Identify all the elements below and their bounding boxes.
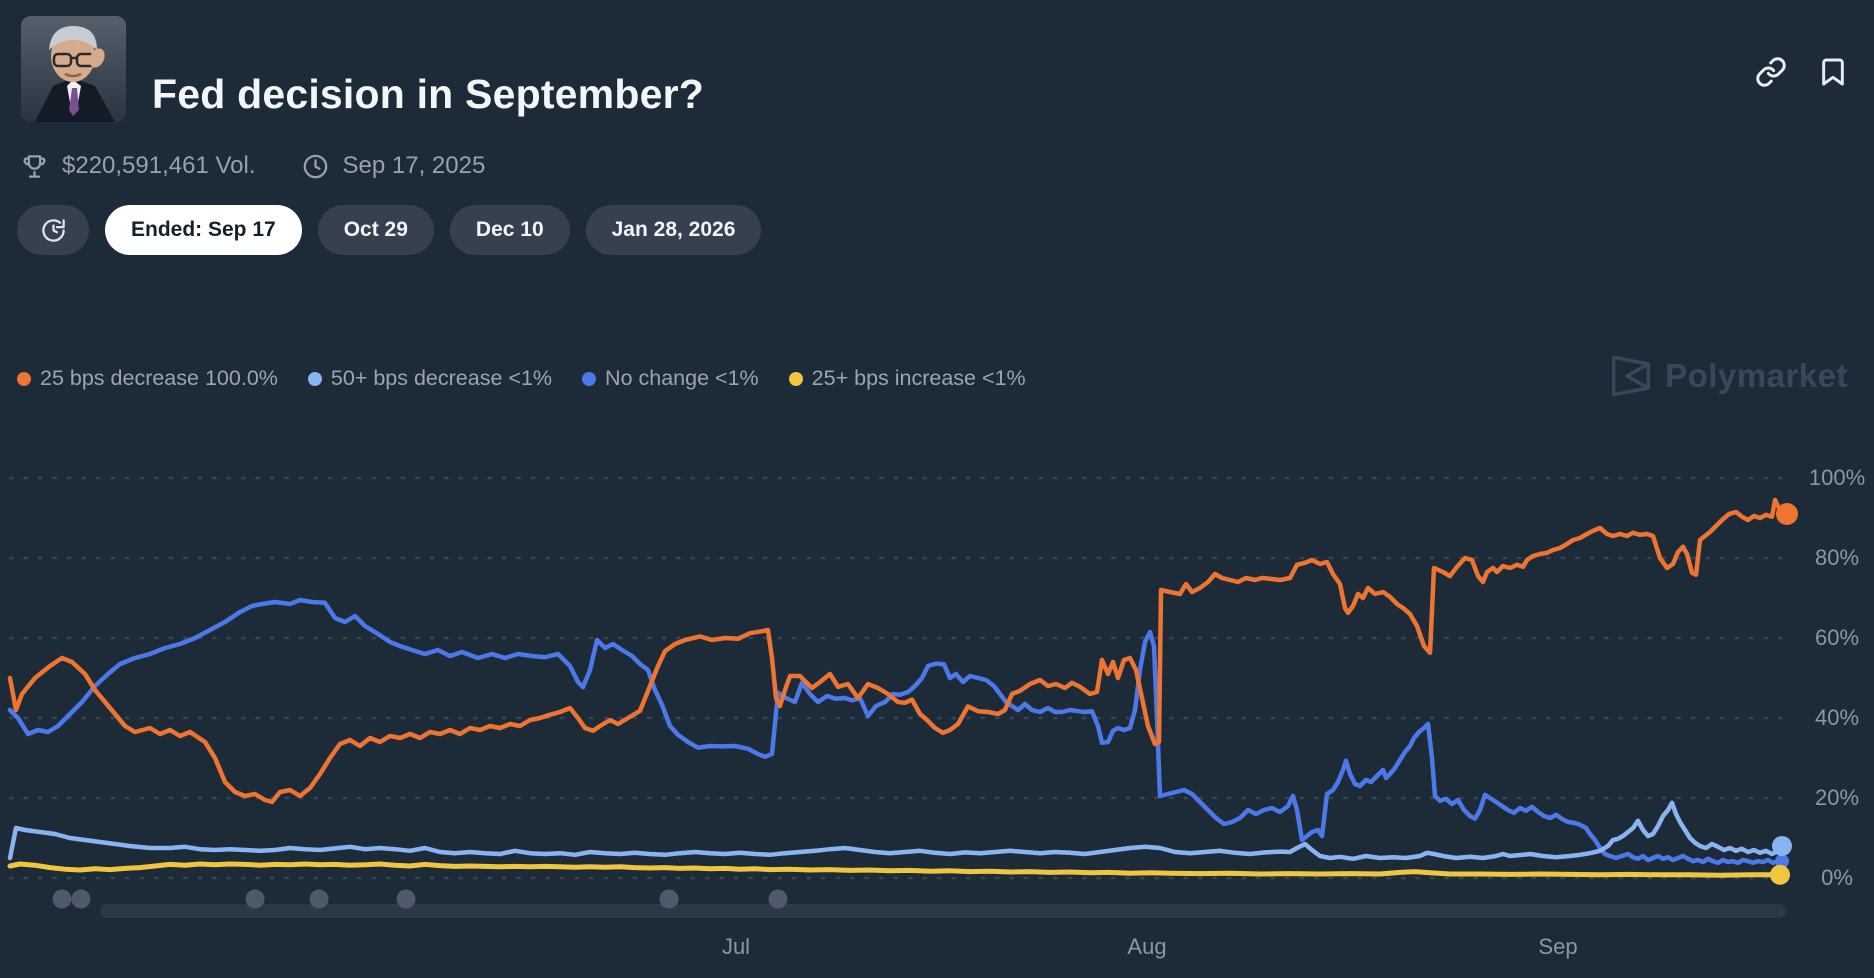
timeline-scrubber-track[interactable]: [100, 904, 1786, 918]
y-axis-label-40: 40%: [1814, 705, 1860, 730]
series-end-dot-no-change: [1775, 854, 1789, 869]
x-axis-label-aug: Aug: [1127, 934, 1167, 959]
polymarket-logo-icon: [1611, 355, 1651, 397]
meeting-tabs: Ended: Sep 17 Oct 29 Dec 10 Jan 28, 2026: [17, 205, 762, 255]
history-clock-icon: [41, 218, 65, 242]
series-end-dot-50-bps-decrease: [1772, 836, 1792, 856]
tab-ended-sep-17[interactable]: Ended: Sep 17: [105, 205, 302, 255]
event-marker-dot[interactable]: [71, 889, 91, 909]
y-axis-label-0: 0%: [1821, 865, 1853, 890]
legend-value: <1%: [982, 366, 1026, 390]
chart-legend: 25 bps decrease 100.0% 50+ bps decrease …: [17, 366, 1026, 391]
tab-dec-10[interactable]: Dec 10: [449, 205, 570, 255]
legend-label: 50+ bps decrease: [330, 366, 503, 390]
copy-link-button[interactable]: [1754, 56, 1788, 90]
event-marker-dot[interactable]: [245, 889, 265, 909]
legend-dot-light-blue: [307, 371, 322, 386]
legend-value: <1%: [508, 366, 553, 390]
tab-oct-29[interactable]: Oct 29: [317, 205, 434, 255]
legend-label: No change: [605, 366, 710, 390]
trophy-icon: [23, 154, 46, 178]
series-line-50-bps-decrease: [7, 800, 1785, 862]
legend-item-25bps-increase[interactable]: 25+ bps increase <1%: [788, 366, 1026, 391]
end-date-text: Sep 17, 2025: [342, 152, 486, 179]
bookmark-button[interactable]: [1816, 56, 1850, 90]
legend-label: 25 bps decrease: [40, 366, 199, 390]
y-axis-label-60: 60%: [1814, 625, 1860, 650]
page-title: Fed decision in September?: [152, 71, 704, 118]
link-icon: [1756, 57, 1786, 87]
polymarket-wordmark: Polymarket: [1665, 357, 1848, 394]
event-marker-dot[interactable]: [52, 889, 72, 909]
history-button[interactable]: [17, 205, 89, 255]
x-axis-label-sep: Sep: [1538, 934, 1578, 959]
legend-value: 100.0%: [204, 366, 278, 390]
x-axis-label-jul: Jul: [721, 934, 751, 959]
legend-item-no-change[interactable]: No change <1%: [582, 366, 759, 391]
series-line-no-change: [7, 597, 1785, 866]
series-line-25-bps-decrease: [7, 497, 1790, 805]
legend-dot-blue: [582, 371, 597, 386]
series-line-25-bps-increase: [7, 861, 1783, 878]
legend-dot-orange: [17, 371, 31, 386]
market-meta: $220,591,461 Vol. Sep 17, 2025: [21, 152, 485, 180]
y-axis-label-100: 100%: [1808, 465, 1866, 490]
event-marker-dot[interactable]: [659, 889, 679, 909]
series-end-dot-25-bps-increase: [1770, 864, 1790, 885]
clock-icon: [303, 154, 327, 178]
event-marker-dot[interactable]: [768, 889, 788, 909]
event-marker-dot[interactable]: [396, 889, 416, 909]
polymarket-watermark: Polymarket: [1609, 352, 1848, 400]
legend-item-25bps-decrease[interactable]: 25 bps decrease 100.0%: [17, 366, 278, 391]
series-end-dot-25-bps-decrease: [1776, 503, 1798, 525]
event-marker-dot[interactable]: [309, 889, 329, 909]
legend-dot-yellow: [788, 371, 803, 386]
tab-jan-28-2026[interactable]: Jan 28, 2026: [585, 205, 762, 255]
volume-text: $220,591,461 Vol.: [62, 152, 256, 179]
bookmark-icon: [1822, 58, 1844, 86]
legend-label: 25+ bps increase: [811, 366, 977, 390]
legend-item-50bps-decrease[interactable]: 50+ bps decrease <1%: [307, 366, 553, 391]
powell-portrait-image: [21, 16, 126, 122]
y-axis-label-20: 20%: [1814, 785, 1860, 810]
y-axis-label-80: 80%: [1814, 545, 1860, 570]
market-avatar[interactable]: [21, 16, 126, 122]
legend-value: <1%: [715, 366, 759, 390]
